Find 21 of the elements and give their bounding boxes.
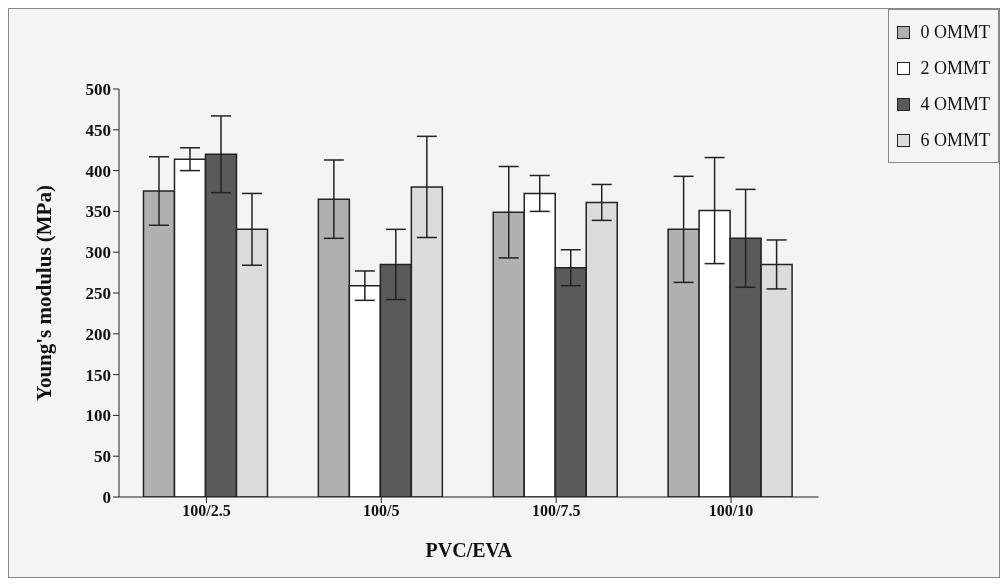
y-tick-label: 100: [85, 406, 111, 426]
y-tick-label: 150: [85, 365, 111, 385]
x-axis-title: PVC/EVA: [425, 539, 513, 561]
y-tick-label: 250: [85, 284, 111, 304]
y-tick-label: 350: [85, 202, 111, 222]
y-tick-label: 500: [85, 80, 111, 100]
legend-label: 0 OMMT: [920, 21, 990, 43]
y-tick-label: 0: [102, 488, 111, 508]
x-tick-label: 100/10: [708, 502, 754, 520]
legend-label: 2 OMMT: [920, 57, 990, 79]
y-tick-label: 200: [85, 324, 111, 344]
x-tick-label: 100/5: [363, 502, 400, 520]
legend-label: 4 OMMT: [920, 93, 990, 115]
y-tick-label: 450: [85, 120, 111, 140]
y-axis-title: Young's modulus (MPa): [32, 185, 57, 401]
y-tick-label: 50: [94, 447, 111, 467]
x-tick-label: 100/7.5: [531, 502, 581, 520]
x-tick-label: 100/2.5: [182, 502, 231, 520]
y-tick-label: 300: [85, 243, 111, 263]
legend-label: 6 OMMT: [920, 129, 990, 151]
y-tick-label: 400: [85, 161, 111, 181]
